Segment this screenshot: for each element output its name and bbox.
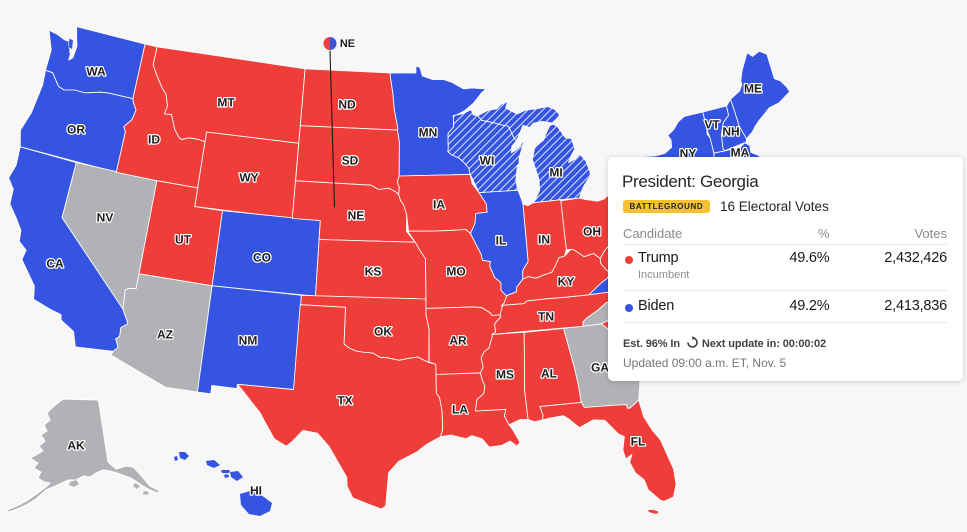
svg-text:FL: FL — [631, 435, 646, 449]
svg-text:ND: ND — [338, 98, 356, 112]
svg-text:ID: ID — [148, 133, 160, 147]
svg-text:TN: TN — [538, 310, 554, 324]
svg-text:MN: MN — [419, 126, 438, 140]
svg-text:GA: GA — [591, 361, 609, 375]
svg-text:NE: NE — [340, 38, 355, 50]
svg-text:WA: WA — [86, 65, 106, 79]
svg-text:NH: NH — [722, 125, 739, 139]
svg-text:ME: ME — [744, 82, 762, 96]
svg-text:OK: OK — [374, 325, 392, 339]
svg-text:AZ: AZ — [157, 328, 173, 342]
svg-text:OR: OR — [67, 123, 85, 137]
svg-text:MO: MO — [446, 265, 465, 279]
svg-text:MA: MA — [731, 146, 750, 160]
svg-text:LA: LA — [452, 403, 468, 417]
svg-text:AR: AR — [449, 334, 467, 348]
svg-text:MS: MS — [496, 368, 514, 382]
svg-text:VT: VT — [704, 118, 720, 132]
svg-text:WI: WI — [480, 154, 495, 168]
svg-text:KY: KY — [558, 275, 575, 289]
svg-text:NE: NE — [348, 209, 365, 223]
svg-text:AL: AL — [541, 367, 557, 381]
svg-text:MT: MT — [217, 96, 235, 110]
svg-text:SD: SD — [342, 154, 359, 168]
svg-text:NV: NV — [97, 211, 114, 225]
svg-text:HI: HI — [250, 484, 262, 498]
svg-text:TX: TX — [337, 394, 352, 408]
svg-text:WY: WY — [239, 171, 258, 185]
svg-text:IA: IA — [433, 198, 445, 212]
svg-text:CO: CO — [253, 251, 271, 265]
svg-text:IL: IL — [496, 234, 507, 248]
svg-text:OH: OH — [583, 225, 601, 239]
svg-text:IN: IN — [538, 233, 550, 247]
svg-text:MI: MI — [549, 166, 562, 180]
svg-text:AK: AK — [67, 439, 85, 453]
svg-text:UT: UT — [175, 233, 192, 247]
svg-text:KS: KS — [365, 265, 382, 279]
svg-text:CA: CA — [46, 257, 64, 271]
svg-text:NM: NM — [239, 334, 258, 348]
